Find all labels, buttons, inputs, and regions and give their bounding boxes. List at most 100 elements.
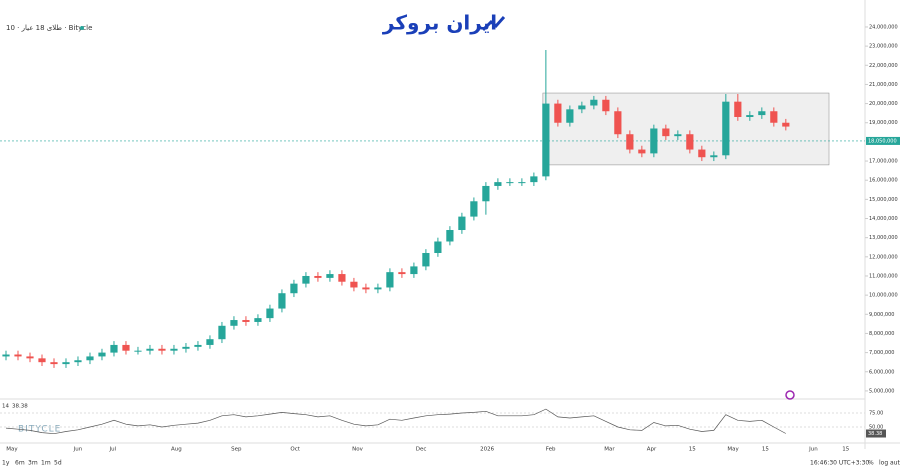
logo-icon	[481, 16, 506, 32]
chart-title: طلای 18 عیار · 10 · Bitycle	[6, 24, 92, 32]
candle-body	[770, 111, 778, 123]
watermark: BITYCLE	[18, 425, 61, 435]
candle-body	[434, 241, 442, 253]
x-tick-label: 15	[762, 447, 769, 453]
candle-body	[530, 176, 538, 183]
y-tick-label: 10,000,000	[869, 293, 898, 299]
candle-body	[446, 230, 454, 242]
rsi-legend-name: 14	[2, 404, 9, 410]
x-tick-label: 2026	[480, 447, 494, 453]
candle-body	[26, 356, 34, 359]
status-dot	[80, 26, 84, 30]
candle-body	[494, 182, 502, 186]
range-button[interactable]: 1y	[2, 460, 10, 467]
last-price-box	[866, 136, 900, 145]
y-tick-label: 7,000,000	[869, 350, 894, 356]
candle-body	[62, 362, 70, 365]
candle-body	[194, 344, 202, 347]
y-tick-label: 20,000,000	[869, 101, 898, 107]
y-tick-label: 5,000,000	[869, 388, 894, 394]
x-tick-label: Nov	[352, 447, 363, 453]
candle-body	[674, 134, 682, 137]
candle-body	[746, 115, 754, 117]
candle-body	[362, 287, 370, 290]
x-tick-label: Oct	[290, 447, 300, 453]
candle-body	[230, 320, 238, 326]
candle-body	[350, 281, 358, 288]
x-tick-label: Apr	[647, 447, 657, 453]
candle-body	[722, 101, 730, 156]
candle-body	[38, 358, 46, 363]
candle-body	[98, 352, 106, 357]
rsi-tick-label: 50.00	[869, 425, 883, 431]
range-button[interactable]: 6m	[15, 460, 25, 467]
event-icon[interactable]	[785, 390, 795, 400]
candle-body	[710, 155, 718, 158]
scale-button[interactable]: auto	[890, 460, 900, 467]
candle-body	[14, 354, 22, 357]
x-tick-label: Dec	[416, 447, 427, 453]
candle-body	[662, 128, 670, 137]
candle-body	[2, 354, 10, 357]
logo: ایران بروکر	[382, 11, 497, 35]
candle-body	[734, 101, 742, 117]
y-tick-label: 22,000,000	[869, 63, 898, 69]
x-tick-label: Feb	[546, 447, 556, 453]
candle-body	[326, 274, 334, 278]
y-tick-label: 21,000,000	[869, 82, 898, 88]
candle-body	[422, 252, 430, 267]
candle-body	[278, 293, 286, 309]
rsi-legend-value: 38.38	[12, 404, 28, 410]
x-tick-label: May	[727, 447, 739, 453]
y-tick-label: 8,000,000	[869, 331, 894, 337]
y-tick-label: 12,000,000	[869, 254, 898, 260]
candle-body	[398, 272, 406, 275]
candle-body	[302, 275, 310, 284]
candle-body	[290, 283, 298, 294]
candle-body	[506, 182, 514, 184]
candle-body	[158, 348, 166, 351]
y-tick-label: 16,000,000	[869, 178, 898, 184]
y-tick-label: 6,000,000	[869, 369, 894, 375]
candle-body	[686, 134, 694, 150]
x-tick-label: Jun	[73, 447, 83, 453]
candle-body	[122, 344, 130, 351]
candle-body	[590, 99, 598, 106]
candle-body	[254, 318, 262, 322]
candle-body	[338, 274, 346, 282]
candle-body	[206, 339, 214, 345]
candle-body	[518, 182, 526, 184]
x-tick-label: 15	[842, 447, 849, 453]
x-tick-label: Mar	[604, 447, 615, 453]
range-button[interactable]: 5d	[54, 460, 62, 467]
scale-button[interactable]: log	[879, 460, 888, 467]
rsi-line	[5, 408, 786, 435]
candle-body	[146, 348, 154, 351]
candle-body	[626, 134, 634, 150]
logo-box	[376, 2, 518, 42]
candle-body	[218, 325, 226, 340]
x-tick-label: May	[6, 447, 18, 453]
candle-body	[86, 356, 94, 361]
candle-body	[470, 201, 478, 217]
candle-body	[386, 272, 394, 288]
y-tick-label: 23,000,000	[869, 44, 898, 50]
x-tick-label: Aug	[171, 447, 182, 453]
y-tick-label: 24,000,000	[869, 24, 898, 30]
candle-body	[74, 360, 82, 363]
candle-body	[314, 275, 322, 278]
scale-button[interactable]: %	[868, 460, 874, 467]
y-tick-label: 17,000,000	[869, 159, 898, 165]
range-button[interactable]: 1m	[41, 460, 51, 467]
y-tick-label: 15,000,000	[869, 197, 898, 203]
x-tick-label: 15	[689, 447, 696, 453]
candle-body	[542, 103, 550, 177]
candle-body	[110, 344, 118, 353]
x-tick-label: Jul	[108, 447, 116, 453]
y-tick-label: 11,000,000	[869, 273, 898, 279]
range-button[interactable]: 3m	[28, 460, 38, 467]
candle-body	[170, 348, 178, 351]
rsi-last-box	[866, 429, 886, 438]
